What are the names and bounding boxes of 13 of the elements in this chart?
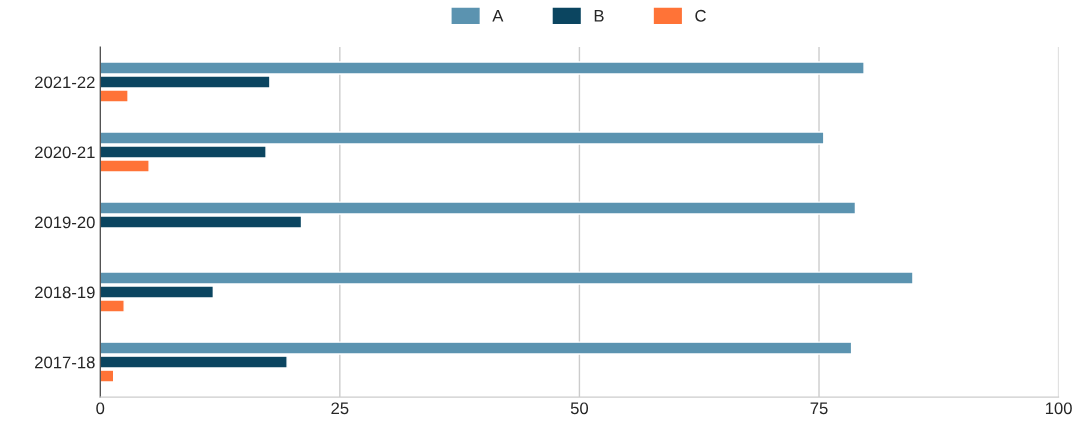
legend-label: A bbox=[492, 10, 504, 22]
x-tick-label: 100 bbox=[1045, 402, 1072, 415]
legend-label: C bbox=[695, 9, 706, 22]
legend-label: B bbox=[594, 10, 604, 22]
x-tick-label: 25 bbox=[331, 402, 349, 415]
x-tick-label: 0 bbox=[96, 402, 105, 415]
x-tick-label: 75 bbox=[810, 402, 828, 415]
y-tick-label: 2017-18 bbox=[35, 356, 95, 369]
y-tick-label: 2019-20 bbox=[35, 216, 95, 229]
y-tick-label: 2021-22 bbox=[35, 76, 95, 89]
y-tick-label: 2018-19 bbox=[35, 286, 95, 299]
y-tick-label: 2020-21 bbox=[35, 146, 95, 159]
x-tick-label: 50 bbox=[570, 402, 589, 415]
